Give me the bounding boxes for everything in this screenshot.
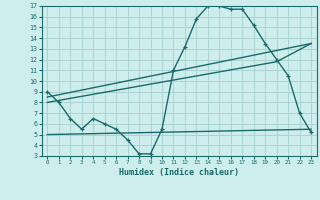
X-axis label: Humidex (Indice chaleur): Humidex (Indice chaleur)	[119, 168, 239, 177]
